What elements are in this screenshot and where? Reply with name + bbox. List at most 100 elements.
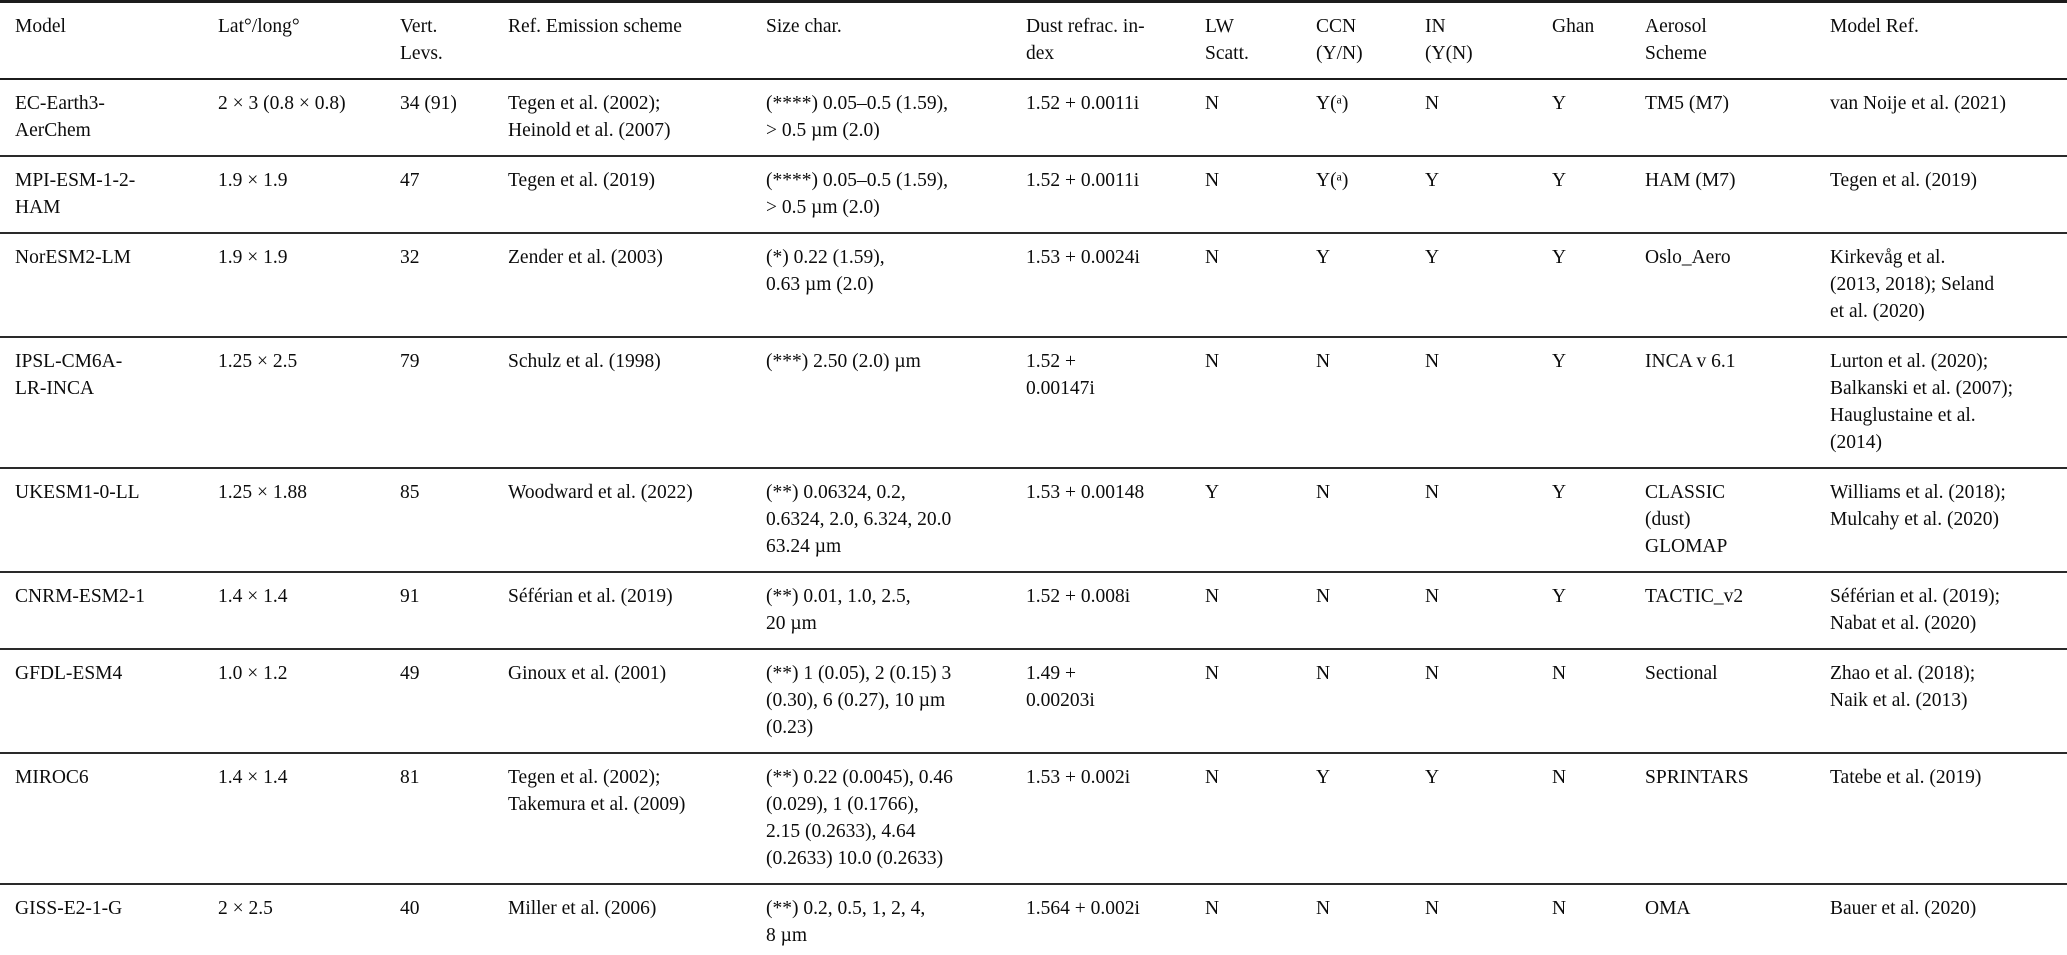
cell-size-char: (**) 0.06324, 0.2, 0.6324, 2.0, 6.324, 2…: [766, 482, 952, 557]
cell-size-char: (***) 2.50 (2.0) µm: [766, 351, 921, 372]
cell-aerosol-scheme: TM5 (M7): [1645, 93, 1729, 114]
cell-ref-emission: Tegen et al. (2002); Heinold et al. (200…: [508, 93, 671, 141]
cell-in: Y: [1425, 767, 1440, 788]
cell-ccn: Y(ᵃ): [1316, 170, 1349, 191]
cell-dust-refrac: 1.53 + 0.00148: [1026, 482, 1145, 503]
cell-size-char: (**) 0.2, 0.5, 1, 2, 4, 8 µm: [766, 898, 926, 946]
cell-dust-refrac: 1.564 + 0.002i: [1026, 898, 1140, 919]
cell-lat-long: 1.4 × 1.4: [218, 767, 288, 788]
table-row: MIROC6 1.4 × 1.4 81 Tegen et al. (2002);…: [0, 753, 2067, 884]
cell-ghan: N: [1552, 898, 1567, 919]
cell-lat-long: 1.9 × 1.9: [218, 247, 288, 268]
cell-vert-levs: 40: [400, 898, 420, 919]
cell-lw-scatt: N: [1205, 663, 1220, 684]
cell-model: EC-Earth3- AerChem: [15, 93, 105, 141]
cell-dust-refrac: 1.49 + 0.00203i: [1026, 663, 1095, 711]
cell-model: MIROC6: [15, 767, 89, 788]
cell-in: Y: [1425, 247, 1440, 268]
cell-ref-emission: Tegen et al. (2019): [508, 170, 655, 191]
cell-ccn: N: [1316, 586, 1331, 607]
cell-aerosol-scheme: Oslo_Aero: [1645, 247, 1731, 268]
cell-ref-emission: Ginoux et al. (2001): [508, 663, 667, 684]
cell-dust-refrac: 1.52 + 0.008i: [1026, 586, 1131, 607]
cell-aerosol-scheme: Sectional: [1645, 663, 1718, 684]
col-header-lat-long: Lat°/long°: [218, 16, 300, 37]
cell-lat-long: 1.4 × 1.4: [218, 586, 288, 607]
cell-model-ref: Tatebe et al. (2019): [1830, 767, 1982, 788]
cell-ref-emission: Zender et al. (2003): [508, 247, 663, 268]
cell-aerosol-scheme: CLASSIC (dust) GLOMAP: [1645, 482, 1728, 557]
cell-ccn: Y(ᵃ): [1316, 93, 1349, 114]
cell-model-ref: Bauer et al. (2020): [1830, 898, 1977, 919]
cell-in: N: [1425, 351, 1440, 372]
cell-vert-levs: 49: [400, 663, 420, 684]
cell-aerosol-scheme: TACTIC_v2: [1645, 586, 1744, 607]
cell-lat-long: 1.25 × 2.5: [218, 351, 298, 372]
col-header-aerosol-scheme: Aerosol Scheme: [1645, 16, 1707, 64]
cell-lw-scatt: N: [1205, 351, 1220, 372]
table-row: IPSL-CM6A- LR-INCA 1.25 × 2.5 79 Schulz …: [0, 337, 2067, 468]
cell-ghan: Y: [1552, 482, 1567, 503]
cell-ccn: N: [1316, 898, 1331, 919]
cell-model-ref: van Noije et al. (2021): [1830, 93, 2006, 114]
cell-lw-scatt: N: [1205, 247, 1220, 268]
cell-lat-long: 2 × 3 (0.8 × 0.8): [218, 93, 346, 114]
cell-ccn: N: [1316, 663, 1331, 684]
cell-model-ref: Kirkevåg et al. (2013, 2018); Seland et …: [1830, 247, 1995, 322]
cell-ghan: N: [1552, 663, 1567, 684]
cell-lw-scatt: Y: [1205, 482, 1220, 503]
cell-size-char: (**) 1 (0.05), 2 (0.15) 3 (0.30), 6 (0.2…: [766, 663, 952, 738]
cell-model: IPSL-CM6A- LR-INCA: [15, 351, 123, 399]
cell-ref-emission: Tegen et al. (2002); Takemura et al. (20…: [508, 767, 686, 815]
cell-model-ref: Tegen et al. (2019): [1830, 170, 1977, 191]
cell-dust-refrac: 1.52 + 0.00147i: [1026, 351, 1095, 399]
cell-lw-scatt: N: [1205, 93, 1220, 114]
col-header-lw-scatt: LW Scatt.: [1205, 16, 1249, 64]
table-row: EC-Earth3- AerChem 2 × 3 (0.8 × 0.8) 34 …: [0, 79, 2067, 156]
table-row: MPI-ESM-1-2- HAM 1.9 × 1.9 47 Tegen et a…: [0, 156, 2067, 233]
cell-lat-long: 1.9 × 1.9: [218, 170, 288, 191]
cell-ghan: Y: [1552, 170, 1567, 191]
cell-ghan: Y: [1552, 93, 1567, 114]
cell-model-ref: Lurton et al. (2020); Balkanski et al. (…: [1830, 351, 2014, 453]
cell-model: GFDL-ESM4: [15, 663, 123, 684]
cell-lat-long: 1.0 × 1.2: [218, 663, 288, 684]
cell-aerosol-scheme: SPRINTARS: [1645, 767, 1749, 788]
cell-lw-scatt: N: [1205, 170, 1220, 191]
cell-ccn: Y: [1316, 247, 1331, 268]
cell-in: N: [1425, 663, 1440, 684]
table-row: CNRM-ESM2-1 1.4 × 1.4 91 Séférian et al.…: [0, 572, 2067, 649]
cell-model: GISS-E2-1-G: [15, 898, 123, 919]
cell-model: NorESM2-LM: [15, 247, 131, 268]
header-row: Model Lat°/long° Vert. Levs. Ref. Emissi…: [0, 2, 2067, 79]
cell-vert-levs: 85: [400, 482, 420, 503]
cell-ghan: Y: [1552, 351, 1567, 372]
cell-size-char: (****) 0.05–0.5 (1.59), > 0.5 µm (2.0): [766, 93, 948, 141]
cell-ccn: N: [1316, 482, 1331, 503]
cell-aerosol-scheme: OMA: [1645, 898, 1691, 919]
cell-in: N: [1425, 586, 1440, 607]
cell-ref-emission: Schulz et al. (1998): [508, 351, 661, 372]
cell-vert-levs: 79: [400, 351, 420, 372]
cell-vert-levs: 47: [400, 170, 420, 191]
cell-vert-levs: 91: [400, 586, 420, 607]
cell-in: N: [1425, 898, 1440, 919]
table-row: UKESM1-0-LL 1.25 × 1.88 85 Woodward et a…: [0, 468, 2067, 572]
cell-lw-scatt: N: [1205, 586, 1220, 607]
cell-model-ref: Zhao et al. (2018); Naik et al. (2013): [1830, 663, 1976, 711]
table-row: NorESM2-LM 1.9 × 1.9 32 Zender et al. (2…: [0, 233, 2067, 337]
cell-dust-refrac: 1.53 + 0.0024i: [1026, 247, 1140, 268]
cell-dust-refrac: 1.53 + 0.002i: [1026, 767, 1131, 788]
cell-lat-long: 1.25 × 1.88: [218, 482, 307, 503]
cell-ref-emission: Woodward et al. (2022): [508, 482, 693, 503]
cell-ghan: N: [1552, 767, 1567, 788]
cell-ghan: Y: [1552, 247, 1567, 268]
cell-vert-levs: 32: [400, 247, 420, 268]
cell-vert-levs: 34 (91): [400, 93, 457, 114]
cell-size-char: (**) 0.22 (0.0045), 0.46 (0.029), 1 (0.1…: [766, 767, 953, 869]
cell-ref-emission: Miller et al. (2006): [508, 898, 657, 919]
table-row: GISS-E2-1-G 2 × 2.5 40 Miller et al. (20…: [0, 884, 2067, 955]
cell-size-char: (****) 0.05–0.5 (1.59), > 0.5 µm (2.0): [766, 170, 948, 218]
